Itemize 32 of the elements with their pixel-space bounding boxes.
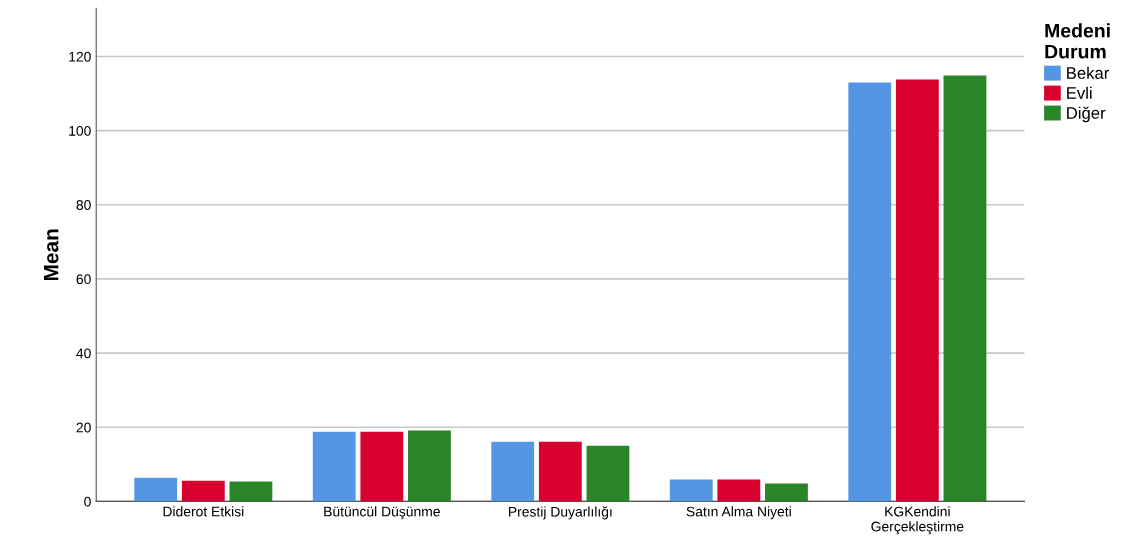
y-tick-label: 0	[84, 496, 91, 507]
bar	[943, 75, 987, 502]
bar	[765, 483, 808, 502]
bar	[491, 441, 535, 502]
y-tick-label: 80	[76, 200, 91, 210]
x-tick-label: Prestij Duyarlılığı	[509, 506, 612, 520]
legend-label: Diğer	[1067, 106, 1106, 123]
y-tick-label: 40	[76, 348, 91, 359]
bar	[717, 479, 761, 502]
legend-label: Evli	[1067, 86, 1092, 99]
y-tick-label: 100	[69, 125, 91, 136]
bar	[538, 441, 582, 502]
bar	[134, 477, 178, 502]
bar	[669, 479, 713, 502]
x-tick-label: Bütüncül Düşünme	[324, 506, 440, 520]
y-tick-label: 20	[76, 422, 91, 433]
legend-title: Medeni Durum	[1045, 23, 1110, 59]
y-axis-title: Mean	[43, 229, 59, 281]
bar	[181, 480, 225, 502]
bar	[408, 430, 451, 502]
y-tick-label: 120	[69, 51, 91, 62]
x-tick-label: Diderot Etkisi	[163, 506, 244, 517]
bar	[895, 79, 939, 502]
bar	[586, 445, 630, 502]
y-tick-label: 60	[76, 274, 91, 285]
x-tick-label: Satın Alma Niyeti	[686, 506, 791, 520]
bar	[848, 82, 892, 502]
bar	[360, 431, 404, 502]
bar	[312, 431, 356, 502]
x-tick-label: KGKendini Gerçekleştirme	[871, 506, 964, 535]
legend-label: Bekar	[1067, 66, 1110, 79]
bar	[229, 481, 273, 502]
